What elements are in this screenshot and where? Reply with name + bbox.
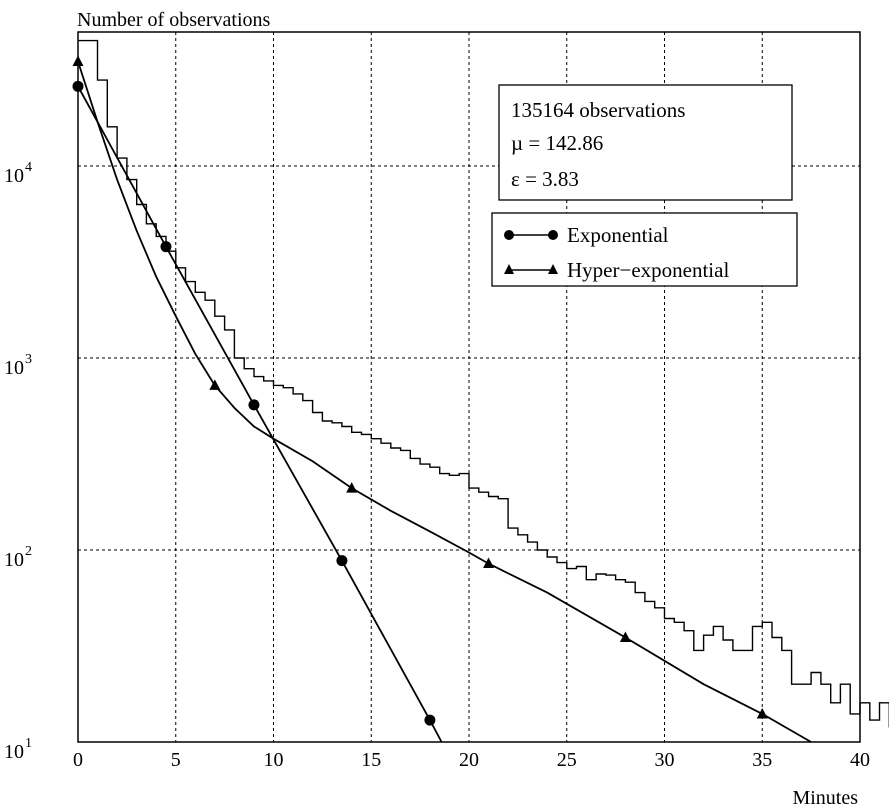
legend-hyperexp-marker-right — [548, 264, 558, 274]
y-tick-base-3: 10 — [4, 165, 24, 187]
y-tick-label-0: 10 1 — [4, 736, 32, 763]
x-tick-label-5: 25 — [557, 749, 577, 771]
y-tick-exp-2: 3 — [25, 352, 32, 367]
x-tick-label-2: 10 — [264, 749, 284, 771]
legend-exponential-marker-right — [548, 230, 558, 240]
info-box-mu: µ = 142.86 — [511, 131, 603, 155]
series-hyperexp-point-5 — [756, 707, 768, 719]
series-exponential-point-2 — [248, 399, 260, 411]
x-tick-label-6: 30 — [655, 749, 675, 771]
info-box: 135164 observations µ = 142.86 ε = 3.83 — [498, 84, 793, 201]
y-tick-base-1: 10 — [4, 549, 24, 571]
x-tick-label-7: 35 — [752, 749, 772, 771]
info-box-epsilon: ε = 3.83 — [511, 167, 579, 191]
legend-frame — [491, 212, 798, 287]
y-tick-label-2: 10 3 — [4, 352, 32, 379]
histogram — [78, 39, 889, 728]
series-exponential-point-3 — [336, 555, 348, 567]
x-tick-label-1: 5 — [171, 749, 181, 771]
x-tick-labels: 0 5 10 15 20 25 30 35 40 — [73, 749, 870, 771]
info-box-frame — [498, 84, 793, 201]
grid — [78, 32, 860, 742]
legend-exponential-label: Exponential — [567, 223, 669, 247]
y-axis-label: Number of observations — [77, 9, 271, 31]
series-hyperexp-line — [77, 61, 812, 743]
y-tick-label-3: 10 4 — [4, 160, 32, 187]
x-tick-label-8: 40 — [850, 749, 870, 771]
plot-frame — [77, 31, 861, 743]
y-tick-exp-1: 2 — [25, 544, 32, 559]
legend-exponential-marker-left — [504, 230, 514, 240]
series-hyperexp-point-2 — [346, 482, 358, 493]
histogram-steps — [78, 39, 889, 728]
y-tick-base-2: 10 — [4, 357, 24, 379]
legend: Exponential Hyper−exponential — [491, 212, 798, 287]
series-hyperexp-point-3 — [483, 557, 495, 569]
y-tick-label-1: 10 2 — [4, 544, 32, 571]
legend-hyperexp-marker-left — [504, 264, 514, 274]
series-exponential-point-4 — [424, 714, 436, 726]
y-tick-base-0: 10 — [4, 741, 24, 763]
series-group — [72, 55, 812, 743]
x-axis-label: Minutes — [792, 787, 858, 809]
series-exponential-line — [77, 85, 443, 743]
series-exponential-point-1 — [160, 241, 172, 253]
legend-hyperexp-label: Hyper−exponential — [567, 258, 729, 282]
series-hyperexp-point-4 — [619, 631, 631, 643]
y-tick-exp-3: 4 — [25, 160, 32, 175]
x-tick-label-3: 15 — [361, 749, 381, 771]
series-hyperexp-point-1 — [209, 379, 221, 390]
x-tick-label-0: 0 — [73, 749, 83, 771]
info-box-observations: 135164 observations — [511, 98, 685, 122]
y-tick-exp-0: 1 — [25, 736, 32, 751]
x-tick-label-4: 20 — [459, 749, 479, 771]
